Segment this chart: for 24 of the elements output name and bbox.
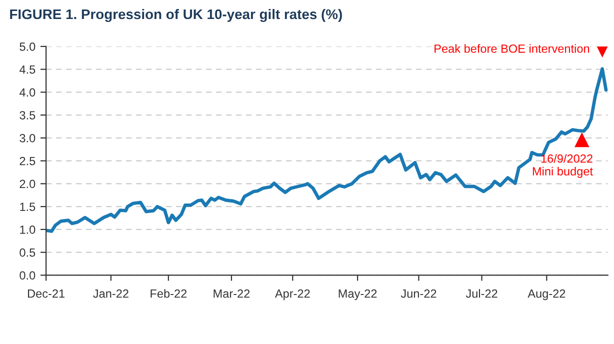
x-tick-label: Jul-22 — [466, 289, 498, 298]
y-tick-label: 2.5 — [20, 156, 36, 166]
annotation: 16/9/2022 Mini budget — [532, 154, 593, 178]
y-tick-label: 1.5 — [20, 202, 36, 211]
y-tick-label: 1.0 — [20, 225, 36, 234]
x-tick-label: Jun-22 — [400, 289, 436, 298]
y-tick-label: 0.5 — [20, 248, 36, 257]
y-tick-label: 4.5 — [19, 65, 36, 74]
x-tick-label: Apr-22 — [274, 289, 310, 300]
y-tick-label: 3.0 — [20, 134, 36, 142]
annotation: Peak before BOE intervention — [434, 44, 590, 53]
x-tick-label: Dec-21 — [28, 289, 65, 298]
x-tick-label: Jan-22 — [93, 289, 128, 298]
x-tick-label: May-22 — [338, 289, 377, 300]
chart-title: FIGURE 1. Progression of UK 10-year gilt rates (%) — [10, 8, 342, 22]
x-tick-label: Feb-22 — [150, 289, 187, 298]
y-tick-label: 3.5 — [20, 111, 36, 120]
y-tick-label: 0.0 — [20, 271, 36, 280]
y-tick-label: 4.0 — [19, 88, 36, 97]
x-tick-label: Aug-22 — [528, 289, 566, 300]
x-tick-label: Mar-22 — [214, 289, 250, 298]
y-tick-label: 2.0 — [20, 180, 36, 188]
y-tick-label: 5.0 — [20, 42, 36, 51]
line-series — [46, 67, 608, 233]
